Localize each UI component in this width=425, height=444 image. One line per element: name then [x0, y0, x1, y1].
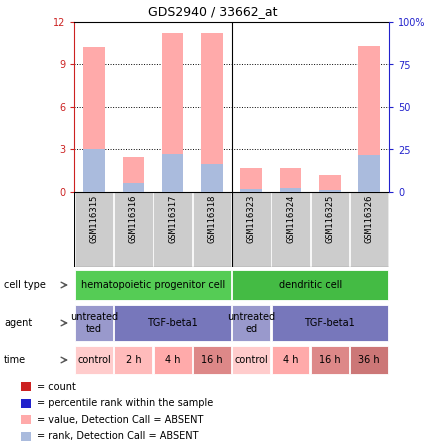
- Text: 16 h: 16 h: [319, 355, 341, 365]
- Text: = count: = count: [37, 382, 76, 392]
- Bar: [21, 415, 31, 424]
- Bar: [280, 188, 301, 192]
- Bar: [311, 192, 349, 267]
- Text: GDS2940 / 33662_at: GDS2940 / 33662_at: [148, 5, 277, 18]
- Bar: [83, 48, 105, 192]
- Bar: [122, 157, 144, 192]
- Text: 4 h: 4 h: [165, 355, 180, 365]
- Text: 36 h: 36 h: [358, 355, 380, 365]
- Bar: [241, 168, 262, 192]
- Text: GSM116315: GSM116315: [90, 194, 99, 242]
- Text: GSM116324: GSM116324: [286, 194, 295, 242]
- Bar: [75, 305, 113, 341]
- Bar: [271, 192, 310, 267]
- Text: = rank, Detection Call = ABSENT: = rank, Detection Call = ABSENT: [37, 431, 198, 441]
- Text: GSM116318: GSM116318: [207, 194, 216, 242]
- Text: GSM116325: GSM116325: [326, 194, 334, 242]
- Bar: [311, 346, 349, 374]
- Bar: [21, 432, 31, 441]
- Bar: [272, 305, 388, 341]
- Text: control: control: [235, 355, 268, 365]
- Text: = value, Detection Call = ABSENT: = value, Detection Call = ABSENT: [37, 415, 204, 425]
- Bar: [201, 33, 223, 192]
- Bar: [193, 346, 231, 374]
- Bar: [154, 346, 192, 374]
- Bar: [272, 346, 309, 374]
- Text: TGF-beta1: TGF-beta1: [305, 318, 355, 328]
- Bar: [21, 399, 31, 408]
- Text: control: control: [77, 355, 111, 365]
- Text: cell type: cell type: [4, 280, 46, 290]
- Bar: [21, 382, 31, 391]
- Bar: [241, 189, 262, 192]
- Bar: [114, 305, 231, 341]
- Text: 2 h: 2 h: [125, 355, 141, 365]
- Bar: [232, 346, 270, 374]
- Text: GSM116316: GSM116316: [129, 194, 138, 242]
- Bar: [193, 192, 231, 267]
- Bar: [358, 155, 380, 192]
- Bar: [201, 164, 223, 192]
- Bar: [122, 183, 144, 192]
- Bar: [114, 192, 153, 267]
- Text: time: time: [4, 355, 26, 365]
- Bar: [350, 192, 388, 267]
- Text: = percentile rank within the sample: = percentile rank within the sample: [37, 398, 213, 408]
- Text: untreated
ed: untreated ed: [227, 312, 275, 334]
- Bar: [162, 154, 184, 192]
- Bar: [83, 150, 105, 192]
- Bar: [114, 346, 152, 374]
- Bar: [319, 175, 341, 192]
- Bar: [75, 270, 231, 300]
- Bar: [232, 192, 271, 267]
- Text: GSM116323: GSM116323: [247, 194, 256, 242]
- Bar: [319, 190, 341, 192]
- Bar: [232, 305, 270, 341]
- Bar: [280, 168, 301, 192]
- Text: dendritic cell: dendritic cell: [279, 280, 342, 290]
- Bar: [153, 192, 192, 267]
- Bar: [350, 346, 388, 374]
- Bar: [162, 33, 184, 192]
- Bar: [75, 192, 113, 267]
- Bar: [75, 346, 113, 374]
- Text: 4 h: 4 h: [283, 355, 298, 365]
- Text: agent: agent: [4, 318, 32, 328]
- Bar: [358, 46, 380, 192]
- Text: TGF-beta1: TGF-beta1: [147, 318, 198, 328]
- Text: untreated
ted: untreated ted: [70, 312, 118, 334]
- Text: GSM116317: GSM116317: [168, 194, 177, 242]
- Bar: [232, 270, 388, 300]
- Text: hematopoietic progenitor cell: hematopoietic progenitor cell: [81, 280, 225, 290]
- Text: 16 h: 16 h: [201, 355, 223, 365]
- Text: GSM116326: GSM116326: [365, 194, 374, 242]
